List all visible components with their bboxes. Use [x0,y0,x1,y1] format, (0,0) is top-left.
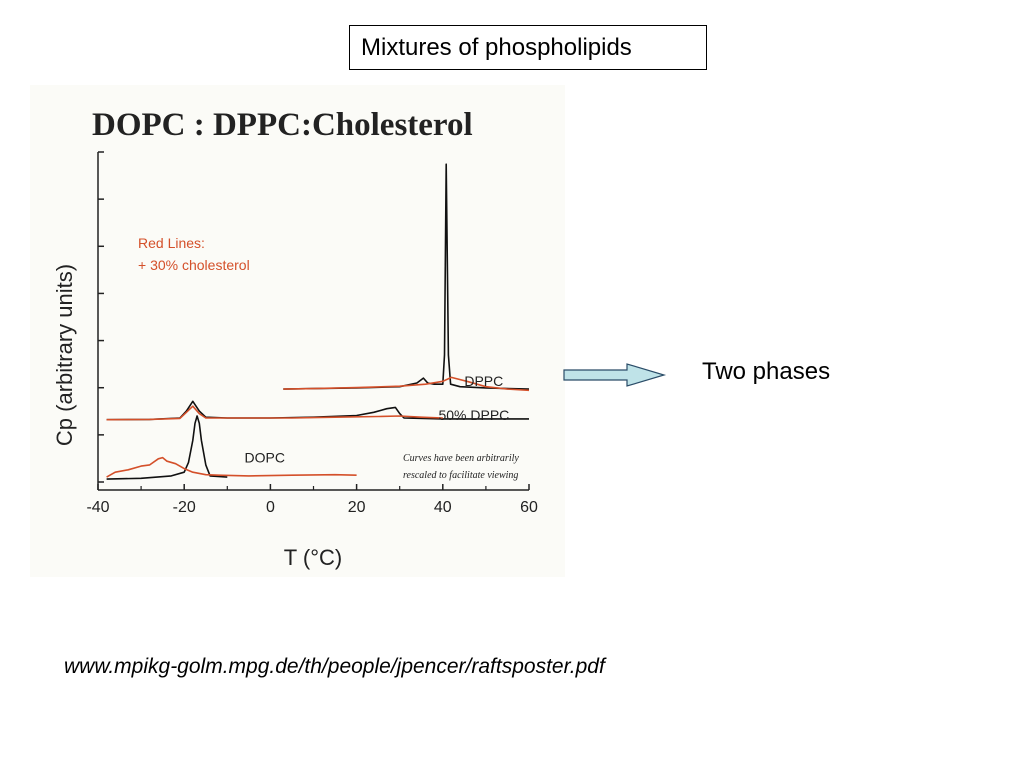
x-tick-label: -20 [173,499,196,516]
series-label-dopc: DOPC [245,449,285,465]
footnote-line-2: rescaled to facilitate viewing [403,470,518,481]
series-line-dopc-30-cholesterol [106,456,357,478]
x-tick-label: -40 [86,499,109,516]
source-url: www.mpikg-golm.mpg.de/th/people/jpencer/… [64,655,605,678]
slide-title: Mixtures of phospholipids [349,25,707,70]
x-tick-label: 0 [266,499,275,516]
footnote-line-1: Curves have been arbitrarily [403,453,519,464]
right-arrow-icon [563,363,667,387]
y-axis-label: Cp (arbitrary units) [52,264,77,446]
x-tick-label: 60 [520,499,538,516]
x-tick-label: 20 [348,499,366,516]
two-phases-annotation: Two phases [702,358,831,385]
x-tick-label: 40 [434,499,452,516]
legend-note-line-2: + 30% cholesterol [138,257,250,273]
dsc-chart-figure: DOPC : DPPC:Cholesterol Cp (arbitrary un… [30,85,565,577]
series-line-50-dppc-30-cholesterol [106,405,443,421]
series-line-dppc [283,163,530,390]
chart-title: DOPC : DPPC:Cholesterol [92,107,473,143]
series-line-dopc [106,415,228,480]
series-label-dppc: DPPC [464,373,503,389]
series-label-50-dppc: 50% DPPC [438,407,509,423]
dsc-chart: DOPC : DPPC:Cholesterol Cp (arbitrary un… [52,107,538,570]
legend-note-line-1: Red Lines: [138,235,205,251]
series-line-dppc-30-cholesterol [283,376,530,392]
x-axis-label: T (°C) [284,545,343,570]
